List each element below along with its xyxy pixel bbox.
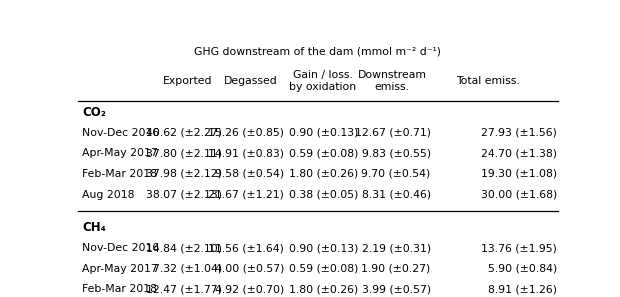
Text: 37.98 (±2.12): 37.98 (±2.12) [146,169,222,179]
Text: 0.38 (±0.05): 0.38 (±0.05) [289,189,358,200]
Text: 30.00 (±1.68): 30.00 (±1.68) [480,189,557,200]
Text: 9.58 (±0.54): 9.58 (±0.54) [215,169,284,179]
Text: 27.93 (±1.56): 27.93 (±1.56) [481,128,557,138]
Text: Gain / loss.
by oxidation: Gain / loss. by oxidation [289,70,356,91]
Text: 4.00 (±0.57): 4.00 (±0.57) [215,264,284,274]
Text: Nov-Dec 2016: Nov-Dec 2016 [82,243,159,253]
Text: 21.67 (±1.21): 21.67 (±1.21) [208,189,284,200]
Text: Degassed: Degassed [224,76,277,86]
Text: 40.62 (±2.27): 40.62 (±2.27) [146,128,222,138]
Text: 15.26 (±0.85): 15.26 (±0.85) [208,128,284,138]
Text: Aug 2018: Aug 2018 [82,189,135,200]
Text: 7.32 (±1.04): 7.32 (±1.04) [153,264,222,274]
Text: 8.31 (±0.46): 8.31 (±0.46) [361,189,431,200]
Text: 19.30 (±1.08): 19.30 (±1.08) [481,169,557,179]
Text: 5.90 (±0.84): 5.90 (±0.84) [488,264,557,274]
Text: Feb-Mar 2018: Feb-Mar 2018 [82,169,157,179]
Text: 4.92 (±0.70): 4.92 (±0.70) [215,285,284,295]
Text: CH₄: CH₄ [82,221,106,234]
Text: 24.70 (±1.38): 24.70 (±1.38) [481,148,557,158]
Text: 14.91 (±0.83): 14.91 (±0.83) [208,148,284,158]
Text: 9.70 (±0.54): 9.70 (±0.54) [361,169,431,179]
Text: 0.90 (±0.13): 0.90 (±0.13) [289,243,358,253]
Text: Total emiss.: Total emiss. [456,76,520,86]
Text: Apr-May 2017: Apr-May 2017 [82,148,158,158]
Text: 38.07 (±2.13): 38.07 (±2.13) [146,189,222,200]
Text: 0.59 (±0.08): 0.59 (±0.08) [289,148,358,158]
Text: 0.90 (±0.13): 0.90 (±0.13) [289,128,358,138]
Text: Feb-Mar 2018: Feb-Mar 2018 [82,285,157,295]
Text: 12.67 (±0.71): 12.67 (±0.71) [355,128,431,138]
Text: 37.80 (±2.11): 37.80 (±2.11) [146,148,222,158]
Text: 0.59 (±0.08): 0.59 (±0.08) [289,264,358,274]
Text: 1.80 (±0.26): 1.80 (±0.26) [290,169,358,179]
Text: 1.90 (±0.27): 1.90 (±0.27) [361,264,431,274]
Text: 2.19 (±0.31): 2.19 (±0.31) [361,243,431,253]
Text: GHG downstream of the dam (mmol m⁻² d⁻¹): GHG downstream of the dam (mmol m⁻² d⁻¹) [194,47,441,57]
Text: 3.99 (±0.57): 3.99 (±0.57) [361,285,431,295]
Text: 9.83 (±0.55): 9.83 (±0.55) [361,148,431,158]
Text: 13.76 (±1.95): 13.76 (±1.95) [481,243,557,253]
Text: Exported: Exported [163,76,213,86]
Text: Nov-Dec 2016: Nov-Dec 2016 [82,128,159,138]
Text: 12.47 (±1.77): 12.47 (±1.77) [146,285,222,295]
Text: 8.91 (±1.26): 8.91 (±1.26) [488,285,557,295]
Text: CO₂: CO₂ [82,106,106,119]
Text: 11.56 (±1.64): 11.56 (±1.64) [208,243,284,253]
Text: 1.80 (±0.26): 1.80 (±0.26) [290,285,358,295]
Text: 14.84 (±2.10): 14.84 (±2.10) [146,243,222,253]
Text: Apr-May 2017: Apr-May 2017 [82,264,158,274]
Text: Downstream
emiss.: Downstream emiss. [358,70,427,91]
